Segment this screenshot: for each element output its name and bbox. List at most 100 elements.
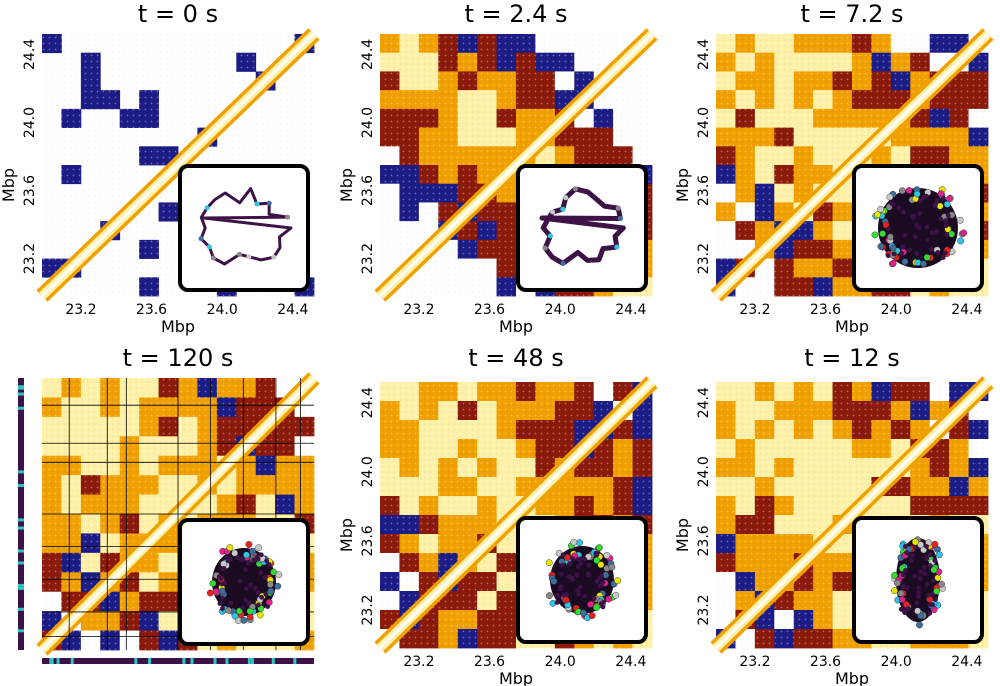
y-tick-label: 24.4 — [22, 39, 38, 70]
polymer-bead — [918, 569, 923, 574]
polymer-bead — [917, 211, 922, 216]
polymer-bead — [246, 607, 254, 615]
polymer-bead — [267, 587, 275, 595]
polymer-bead — [920, 260, 927, 268]
polymer-bead — [948, 230, 955, 238]
polymer-bead — [925, 581, 930, 587]
polymer-bead — [898, 606, 904, 612]
polymer-bead — [256, 611, 264, 619]
polymer-bead — [576, 539, 583, 547]
polymer-bead — [209, 580, 217, 587]
polymer-bead — [914, 222, 919, 228]
polymer-bead — [593, 557, 601, 564]
y-axis-label: Mbp — [673, 168, 692, 202]
polymer-bead — [259, 594, 264, 600]
polymer-bead — [938, 216, 944, 222]
polymer-bead — [597, 575, 603, 581]
polymer-bead — [924, 556, 929, 562]
polymer-bead — [217, 601, 223, 606]
polymer-bead — [914, 251, 920, 257]
polymer-bead — [550, 578, 558, 585]
panel-title: t = 48 s — [468, 344, 563, 372]
left-track-mark — [18, 484, 24, 488]
polymer-bead — [264, 558, 270, 564]
polymer-bead — [575, 564, 581, 569]
polymer-bead — [877, 205, 884, 213]
polymer-bead — [608, 563, 616, 571]
polymer-bead — [554, 600, 560, 605]
x-axis-label: Mbp — [499, 669, 533, 686]
left-track-mark — [18, 470, 24, 474]
x-tick-label: 23.2 — [403, 302, 434, 318]
polymer-chain — [539, 186, 626, 266]
polymer-bead — [271, 254, 277, 260]
polymer-bead — [605, 595, 613, 603]
polymer-bead — [555, 592, 560, 598]
polymer-bead — [218, 587, 226, 595]
polymer-bead — [600, 580, 606, 585]
polymer-bead — [221, 566, 227, 571]
polymer-bead — [933, 597, 938, 602]
polymer-bead — [930, 578, 936, 583]
x-tick-label: 24.4 — [615, 302, 646, 318]
polymer-bead — [237, 251, 242, 257]
polymer-bead — [596, 544, 603, 551]
x-tick-label: 23.2 — [739, 654, 770, 670]
polymer-bead — [576, 556, 581, 562]
polymer-bead — [251, 557, 256, 563]
polymer-bead — [285, 214, 291, 220]
left-track-mark — [18, 583, 24, 587]
polymer-bead — [545, 559, 553, 567]
polymer-bead — [586, 562, 592, 568]
polymer-bead — [898, 187, 906, 195]
polymer-bead — [913, 234, 919, 240]
left-track-mark — [18, 561, 24, 565]
polymer-bead — [943, 218, 948, 224]
polymer-bead — [254, 201, 260, 207]
polymer-bead — [559, 562, 565, 568]
x-tick-label: 23.2 — [403, 654, 434, 670]
y-tick-label: 23.6 — [696, 525, 712, 556]
y-axis-label: Mbp — [337, 168, 356, 202]
polymer-bead — [245, 541, 253, 548]
polymer-bead — [238, 556, 244, 562]
polymer-bead — [903, 568, 908, 573]
polymer-bead — [899, 250, 904, 256]
y-tick-label: 24.4 — [696, 39, 712, 70]
polymer-bead — [244, 586, 249, 591]
polymer-bead — [576, 591, 582, 597]
polymer-bead — [912, 573, 918, 579]
bottom-track-mark — [134, 658, 138, 664]
polymer-bead — [255, 556, 261, 562]
diagonal-band-core — [714, 32, 990, 298]
x-tick-label: 24.0 — [207, 302, 238, 318]
polymer-bead — [240, 616, 248, 624]
polymer-bead — [889, 260, 897, 267]
polymer-bead — [243, 597, 248, 603]
polymer-bead — [557, 586, 563, 592]
polymer-bead — [900, 209, 906, 215]
polymer-bead — [941, 196, 946, 201]
y-axis-label: Mbp — [673, 518, 692, 552]
polymer-inset — [516, 164, 648, 292]
polymer-bead — [935, 250, 941, 255]
x-tick-label: 24.0 — [545, 654, 576, 670]
polymer-bead — [885, 226, 891, 232]
y-tick-label: 23.6 — [696, 175, 712, 206]
panel-2: t = 2.4 s 23.2 23.6 24.0 24.4 Mbp 23.2 23.6 24.0… — [337, 0, 658, 336]
polymer-bead — [617, 216, 623, 221]
bottom-track-mark — [56, 658, 60, 664]
polymer-bead — [597, 561, 605, 569]
polymer-bead — [944, 232, 950, 238]
left-track-mark — [18, 392, 24, 396]
polymer-bead — [546, 592, 553, 599]
polymer-bead — [578, 584, 583, 590]
panel-6: t = 12 s 23.2 23.6 24.0 24.4 Mbp 23.2 23.6 24.0 2… — [673, 344, 994, 686]
polymer-bead — [871, 231, 879, 239]
polymer-bead — [614, 244, 620, 250]
polymer-bead — [206, 244, 212, 250]
polymer-bead — [263, 574, 268, 580]
y-tick-label: 23.2 — [360, 594, 376, 625]
polymer-bead — [615, 205, 621, 211]
